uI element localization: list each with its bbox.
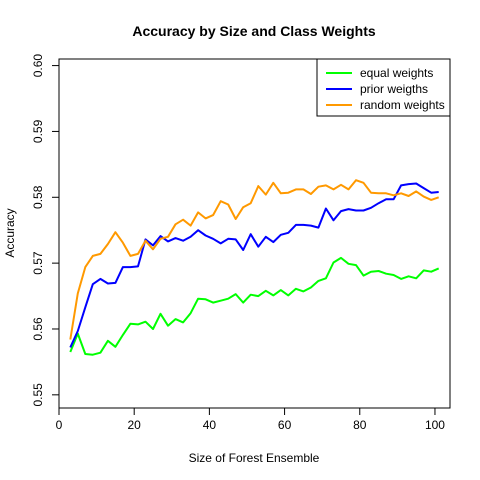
x-axis-label: Size of Forest Ensemble — [189, 451, 320, 465]
y-axis-label: Accuracy — [3, 208, 17, 257]
series-line-random-weights — [69, 179, 440, 340]
y-tick-label: 0.55 — [31, 383, 45, 407]
x-tick-label: 80 — [353, 418, 367, 432]
y-tick-label: 0.56 — [31, 317, 45, 341]
y-tick-label: 0.59 — [31, 119, 45, 143]
legend: equal weights prior weigths random weights — [316, 58, 451, 117]
x-tick-label: 60 — [278, 418, 292, 432]
series-line-prior-weigths — [69, 182, 439, 348]
x-tick-label: 0 — [56, 418, 63, 432]
series-layer — [69, 179, 440, 356]
y-tick-label: 0.57 — [31, 251, 45, 275]
x-axis: 0 20 40 60 80 100 — [56, 407, 445, 432]
x-tick-label: 40 — [203, 418, 217, 432]
y-tick-label: 0.60 — [31, 54, 45, 78]
series-line-equal-weights — [69, 256, 440, 356]
y-axis: 0.55 0.56 0.57 0.58 0.59 0.60 — [31, 54, 60, 407]
y-tick-label: 0.58 — [31, 185, 45, 209]
chart-title: Accuracy by Size and Class Weights — [132, 23, 375, 39]
x-tick-label: 100 — [425, 418, 445, 432]
legend-label: prior weigths — [360, 82, 428, 96]
legend-label: equal weights — [360, 66, 433, 80]
legend-label: random weights — [360, 98, 445, 112]
legend-box — [316, 58, 451, 117]
x-tick-label: 20 — [128, 418, 142, 432]
